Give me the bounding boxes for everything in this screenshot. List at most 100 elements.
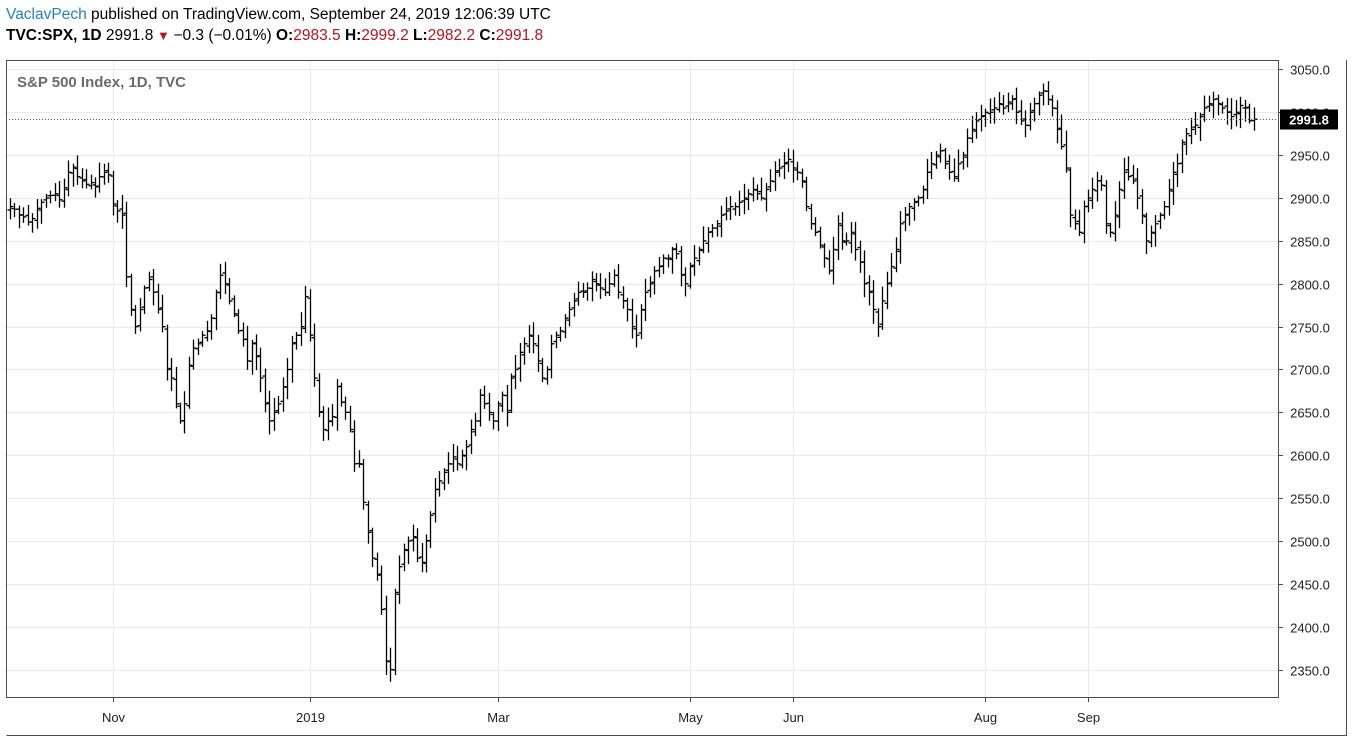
time-tick-label: May — [678, 710, 703, 725]
ohlc-bar — [1063, 130, 1070, 173]
price-axis[interactable]: 2350.0 2400.0 2450.0 2500.0 2550.0 2600.0 2650… — [1278, 63, 1330, 679]
ohlc-bar — [1179, 139, 1186, 174]
ohlc-bar — [942, 147, 949, 170]
ohlc-bar — [199, 330, 206, 347]
ohlc-bar — [1027, 102, 1034, 131]
time-tick-label: Aug — [974, 710, 997, 725]
ohlc-bar — [271, 397, 278, 431]
ohlc-bar — [1067, 167, 1074, 228]
high-value: 2999.2 — [361, 27, 409, 44]
ohlc-bar — [101, 163, 108, 185]
price-tick-label: 2350.0 — [1290, 664, 1330, 679]
ohlc-bar — [1094, 171, 1101, 202]
price-tick-label: 2800.0 — [1290, 278, 1330, 293]
ohlc-bar — [888, 253, 895, 287]
ohlc-bar — [20, 207, 27, 223]
ohlc-bar — [597, 273, 604, 299]
ohlc-bar — [1103, 180, 1110, 234]
time-tick-label: Sep — [1077, 710, 1100, 725]
ohlc-bar — [781, 152, 788, 180]
ohlc-bar — [1107, 222, 1114, 238]
ohlc-bar — [700, 226, 707, 254]
ohlc-bar — [647, 276, 654, 298]
last-price-tag: 2991.8 — [1280, 109, 1338, 130]
ohlc-bar — [445, 452, 452, 484]
ohlc-bar — [1076, 209, 1083, 237]
ohlc-bar — [79, 168, 86, 189]
ohlc-bar — [7, 198, 14, 220]
ohlc-bar — [244, 325, 251, 370]
ohlc-bar — [530, 322, 537, 354]
ohlc-bar — [875, 308, 882, 337]
time-axis[interactable]: Nov 2019 Mar May Jun Aug Sep — [102, 697, 1100, 725]
ohlc-bar — [1201, 95, 1208, 122]
ohlc-bar — [173, 366, 180, 409]
ohlc-bar — [705, 227, 712, 253]
ohlc-bar — [280, 377, 287, 412]
ohlc-bar — [1188, 118, 1195, 145]
ohlc-bar — [1170, 162, 1177, 205]
publisher-name[interactable]: VaclavPech — [6, 6, 87, 23]
ohlc-bar — [960, 151, 967, 170]
ohlc-bar — [1049, 95, 1056, 117]
ohlc-bar — [593, 272, 600, 292]
ohlc-bar — [745, 189, 752, 211]
ohlc-bar — [575, 281, 582, 306]
ohlc-bar — [284, 357, 291, 400]
ohlc-bar — [1112, 201, 1119, 242]
high-label: H: — [344, 27, 362, 44]
ohlc-bar — [714, 220, 721, 237]
ohlc-bar — [669, 246, 676, 274]
ohlc-bar — [526, 325, 533, 354]
chart-title: S&P 500 Index, 1D, TVC — [17, 74, 186, 91]
publication-header: VaclavPech published on TradingView.com,… — [6, 4, 1346, 46]
ohlc-bar — [767, 169, 774, 193]
ohlc-bar — [1000, 94, 1007, 115]
ohlc-bar — [1040, 83, 1047, 106]
ohlc-bar — [897, 211, 904, 264]
ohlc-bar — [1166, 179, 1173, 216]
ohlc-bar — [817, 226, 824, 249]
ohlc-bar — [848, 222, 855, 254]
ohlc-bar — [911, 198, 918, 221]
ohlc-bar — [562, 314, 569, 339]
ohlc-bar — [137, 298, 144, 332]
ohlc-bar — [615, 264, 622, 299]
ohlc-bar — [257, 347, 264, 393]
ohlc-bar — [307, 289, 314, 342]
ohlc-bar — [799, 168, 806, 188]
publisher-line: VaclavPech published on TradingView.com,… — [6, 4, 1346, 25]
ohlc-bar — [338, 382, 345, 407]
ohlc-bar — [360, 459, 367, 510]
ohlc-bar — [128, 273, 135, 316]
ohlc-bar — [226, 278, 233, 305]
ohlc-bar — [486, 392, 493, 421]
ohlc-bar — [240, 322, 247, 347]
ohlc-bar — [347, 405, 354, 433]
ohlc-bar — [571, 292, 578, 317]
ohlc-bar — [110, 170, 117, 216]
ohlc-bar — [213, 289, 220, 331]
ohlc-bar — [1013, 87, 1020, 125]
ohlc-bar — [1058, 114, 1065, 150]
ohlc-bar — [920, 185, 927, 204]
price-tick-label: 3050.0 — [1290, 63, 1330, 78]
ohlc-bar — [459, 449, 466, 469]
last-price: 2991.8 — [105, 27, 154, 44]
ohlc-bar — [508, 373, 515, 414]
price-tick-label: 2400.0 — [1290, 621, 1330, 636]
ohlc-bar — [973, 112, 980, 139]
ohlc-bar — [1018, 100, 1025, 126]
ohlc-bar — [320, 406, 327, 441]
ohlc-bar — [65, 160, 72, 197]
price-tick-label: 2650.0 — [1290, 406, 1330, 421]
ohlc-bar — [682, 267, 689, 297]
ohlc-bar — [1125, 156, 1132, 181]
ohlc-bar — [633, 314, 640, 348]
ohlc-bar — [1121, 157, 1128, 199]
ohlc-bar — [181, 391, 188, 434]
ohlc-bar — [150, 268, 157, 306]
ohlc-bar — [374, 552, 381, 581]
ohlc-bar — [11, 203, 18, 218]
